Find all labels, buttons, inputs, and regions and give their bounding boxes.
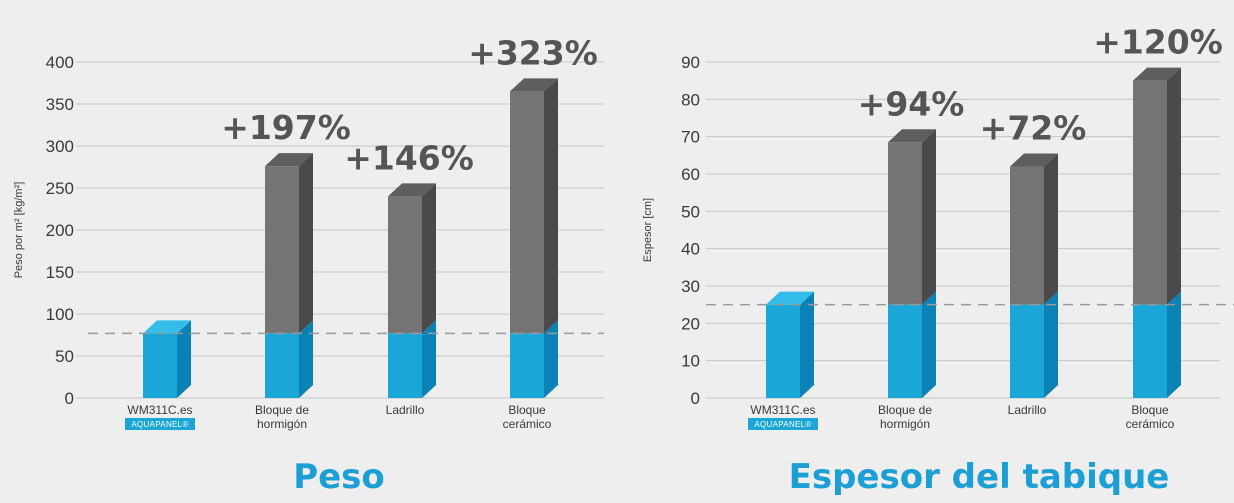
bar-segment-blue-side (1167, 291, 1181, 398)
category-label: Bloque (1131, 403, 1169, 417)
aquapanel-badge-text: AQUAPANEL® (131, 420, 188, 429)
bar-segment-gray-front (510, 91, 544, 334)
y-axis-label: Espesor [cm] (642, 198, 654, 262)
bar-segment-blue-side (177, 320, 191, 398)
bar-3 (1133, 67, 1181, 398)
category-label-line2: cerámico (1126, 417, 1175, 431)
bar-segment-gray-side (299, 153, 313, 334)
chart-espesor: 0 10 20 30 40 50 60 70 80 90 Espesor [cm] WM311C.es… (642, 23, 1234, 497)
bar-segment-blue-front (143, 333, 177, 398)
y-tick-label: 60 (681, 165, 700, 184)
y-tick-label: 0 (691, 389, 700, 408)
bar-top-face (1133, 67, 1181, 81)
bar-segment-blue-side (299, 320, 313, 398)
y-tick-label: 350 (46, 95, 74, 114)
y-tick-label: 250 (46, 179, 74, 198)
bar-top-face (265, 153, 313, 167)
bar-2 (1010, 153, 1058, 398)
bar-0 (143, 320, 191, 398)
chart-title: Peso (293, 457, 385, 497)
y-tick-label: 30 (681, 277, 700, 296)
bar-segment-gray-front (1010, 166, 1044, 305)
bar-segment-blue-front (388, 333, 422, 398)
y-tick-label: 50 (55, 347, 74, 366)
y-tick-label: 150 (46, 263, 74, 282)
aquapanel-badge (125, 418, 195, 430)
y-tick-label: 400 (46, 53, 74, 72)
bar-segment-blue-front (265, 333, 299, 398)
bar-top-face (143, 320, 191, 334)
bar-top-face (510, 78, 558, 92)
bar-segment-blue-front (1010, 304, 1044, 398)
category-label-line2: cerámico (503, 417, 552, 431)
bar-segment-blue-side (800, 291, 814, 398)
bar-top-face (388, 183, 436, 197)
bar-segment-gray-front (1133, 80, 1167, 305)
increase-label: +72% (980, 109, 1087, 148)
category-label: WM311C.es (750, 403, 815, 417)
aquapanel-badge-text: AQUAPANEL® (754, 420, 811, 429)
y-tick-label: 20 (681, 314, 700, 333)
bar-segment-blue-side (1044, 291, 1058, 398)
category-label: Ladrillo (386, 403, 425, 417)
y-tick-label: 80 (681, 90, 700, 109)
bar-0 (766, 291, 814, 398)
y-tick-label: 50 (681, 202, 700, 221)
increase-label: +323% (468, 33, 598, 72)
bar-segment-blue-front (888, 304, 922, 398)
increase-label: +146% (344, 138, 474, 177)
bar-segment-gray-front (888, 142, 922, 305)
bar-segment-gray-side (422, 183, 436, 334)
y-tick-label: 40 (681, 240, 700, 259)
y-tick-label: 90 (681, 53, 700, 72)
bar-1 (888, 129, 936, 398)
bar-2 (388, 183, 436, 398)
bar-3 (510, 78, 558, 398)
bar-segment-gray-side (922, 129, 936, 305)
y-tick-label: 0 (65, 389, 74, 408)
bar-segment-gray-side (544, 78, 558, 334)
category-label: Bloque de (255, 403, 309, 417)
increase-label: +94% (858, 84, 965, 123)
bar-segment-blue-front (1133, 304, 1167, 398)
y-tick-label: 100 (46, 305, 74, 324)
y-tick-label: 70 (681, 128, 700, 147)
bar-segment-blue-side (922, 291, 936, 398)
category-label-line2: hormigón (257, 417, 307, 431)
chart-title: Espesor del tabique (789, 457, 1170, 497)
bar-segment-gray-side (1167, 67, 1181, 305)
category-label-line2: hormigón (880, 417, 930, 431)
y-tick-label: 200 (46, 221, 74, 240)
bar-segment-gray-front (388, 196, 422, 334)
y-axis-label: Peso por m² [kg/m²] (13, 182, 25, 279)
aquapanel-badge (748, 418, 818, 430)
category-label: Ladrillo (1008, 403, 1047, 417)
increase-label: +120% (1093, 23, 1223, 62)
bar-segment-blue-side (544, 320, 558, 398)
y-tick-label: 300 (46, 137, 74, 156)
bar-1 (265, 153, 313, 398)
bar-segment-blue-side (422, 320, 436, 398)
category-label: Bloque de (878, 403, 932, 417)
category-label: Bloque (508, 403, 546, 417)
chart-peso: 0 50 100 150 200 250 300 350 400 Peso por m² [kg/… (13, 33, 604, 497)
increase-label: +197% (221, 108, 351, 147)
y-tick-label: 10 (681, 352, 700, 371)
bar-segment-blue-front (766, 304, 800, 398)
bar-top-face (888, 129, 936, 143)
bar-top-face (1010, 153, 1058, 167)
bar-segment-blue-front (510, 333, 544, 398)
category-label: WM311C.es (127, 403, 192, 417)
bar-segment-gray-side (1044, 153, 1058, 305)
bar-segment-gray-front (265, 166, 299, 334)
bar-top-face (766, 291, 814, 305)
